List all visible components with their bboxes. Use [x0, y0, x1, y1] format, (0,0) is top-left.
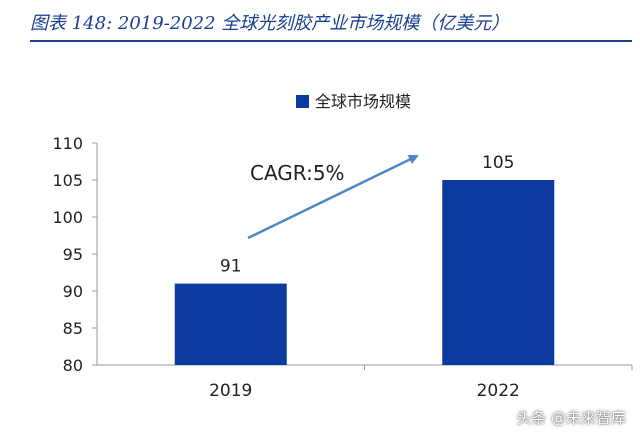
data-labels: 91 105 — [220, 153, 515, 277]
data-label-2019: 91 — [220, 257, 242, 277]
axes: 80 85 90 95 100 105 110 2019 2022 — [52, 134, 633, 401]
data-label-2022: 105 — [482, 153, 514, 173]
y-tick-label: 110 — [52, 134, 83, 153]
x-tick-label-2022: 2022 — [477, 381, 520, 401]
title-rule — [30, 40, 632, 42]
figure-title: 图表 148: 2019-2022 全球光刻胶产业市场规模（亿美元） — [30, 13, 510, 34]
bars — [174, 180, 555, 365]
watermark: 头条 @未来智库 — [516, 409, 626, 427]
cagr-label: CAGR:5% — [250, 161, 345, 185]
cagr-arrow — [247, 154, 419, 240]
y-tick-label: 90 — [63, 282, 83, 301]
bar-2022 — [442, 180, 555, 365]
cagr-annotation: CAGR:5% — [247, 154, 419, 240]
y-tick-label: 95 — [63, 245, 83, 264]
y-tick-label: 100 — [52, 208, 83, 227]
bar-2019 — [174, 283, 287, 365]
legend-label: 全球市场规模 — [315, 92, 411, 111]
legend-swatch — [296, 95, 309, 108]
y-tick-label: 85 — [63, 319, 83, 338]
y-tick-label: 80 — [63, 356, 83, 375]
x-tick-label-2019: 2019 — [209, 381, 252, 401]
legend: 全球市场规模 — [296, 92, 411, 111]
y-tick-label: 105 — [52, 171, 83, 190]
